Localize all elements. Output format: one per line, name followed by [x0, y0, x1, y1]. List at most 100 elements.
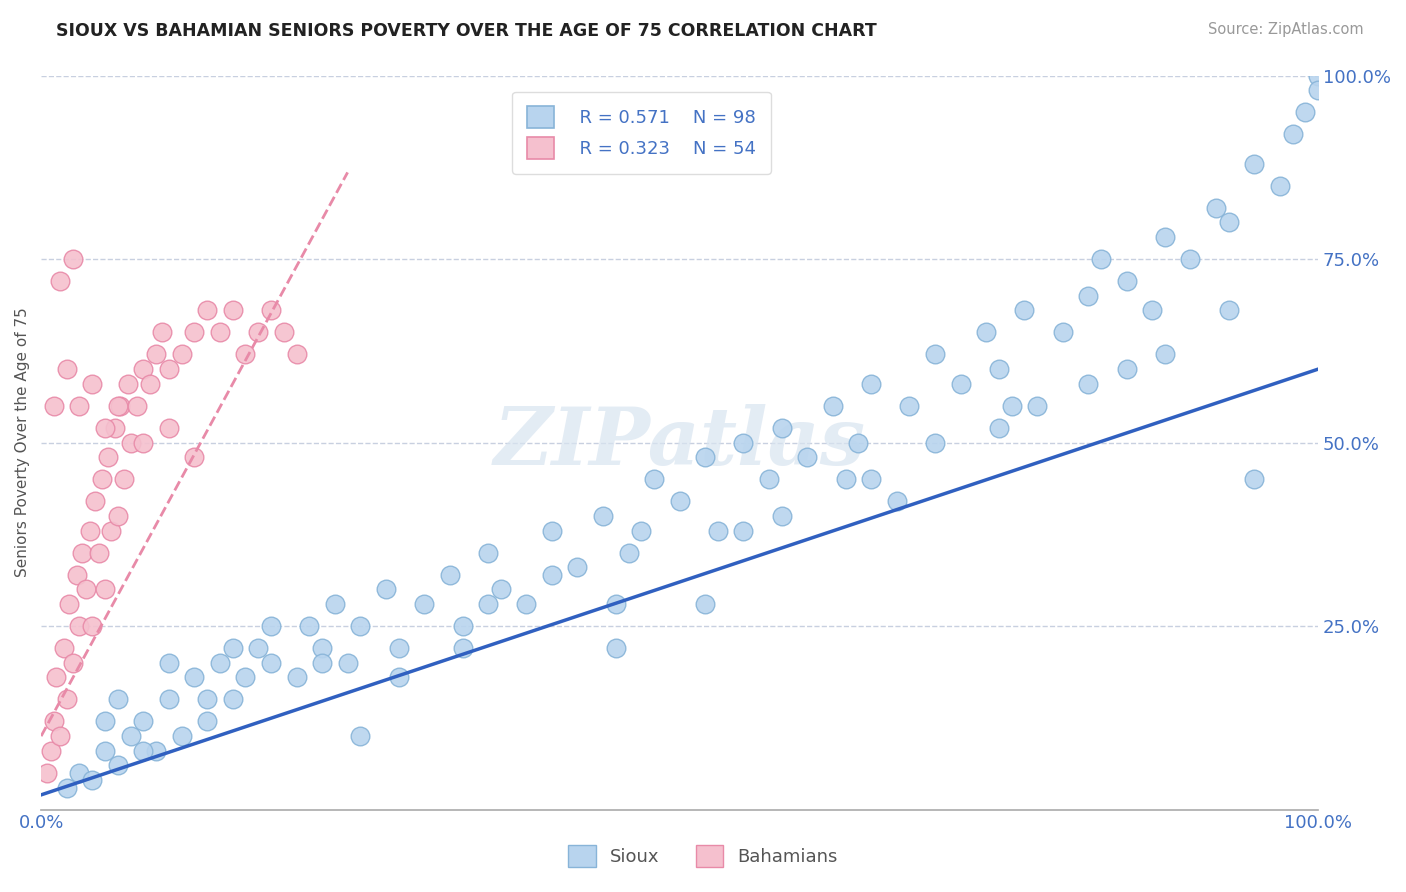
Point	[221, 303, 243, 318]
Point	[860, 376, 883, 391]
Point	[195, 714, 218, 729]
Point	[120, 435, 142, 450]
Point	[58, 597, 80, 611]
Point	[157, 362, 180, 376]
Point	[170, 729, 193, 743]
Point	[82, 619, 104, 633]
Point	[1294, 105, 1316, 120]
Point	[1218, 215, 1240, 229]
Point	[630, 524, 652, 538]
Point	[100, 524, 122, 538]
Point	[75, 582, 97, 597]
Point	[145, 744, 167, 758]
Point	[117, 376, 139, 391]
Point	[605, 641, 627, 656]
Point	[195, 303, 218, 318]
Point	[821, 399, 844, 413]
Y-axis label: Seniors Poverty Over the Age of 75: Seniors Poverty Over the Age of 75	[15, 308, 30, 577]
Point	[733, 435, 755, 450]
Point	[104, 421, 127, 435]
Point	[541, 524, 564, 538]
Point	[451, 619, 474, 633]
Point	[82, 773, 104, 788]
Point	[49, 729, 72, 743]
Point	[974, 326, 997, 340]
Point	[987, 421, 1010, 435]
Point	[834, 472, 856, 486]
Legend:   R = 0.571    N = 98,   R = 0.323    N = 54: R = 0.571 N = 98, R = 0.323 N = 54	[512, 92, 770, 174]
Point	[758, 472, 780, 486]
Point	[55, 362, 77, 376]
Point	[107, 692, 129, 706]
Point	[87, 546, 110, 560]
Point	[515, 597, 537, 611]
Point	[285, 670, 308, 684]
Point	[1077, 289, 1099, 303]
Point	[924, 435, 946, 450]
Point	[208, 326, 231, 340]
Point	[311, 641, 333, 656]
Point	[67, 399, 90, 413]
Point	[323, 597, 346, 611]
Point	[1180, 252, 1202, 266]
Point	[770, 421, 793, 435]
Point	[541, 567, 564, 582]
Point	[62, 252, 84, 266]
Point	[157, 421, 180, 435]
Point	[170, 347, 193, 361]
Point	[183, 670, 205, 684]
Point	[707, 524, 730, 538]
Point	[37, 765, 59, 780]
Point	[349, 729, 371, 743]
Point	[1154, 230, 1177, 244]
Point	[132, 744, 155, 758]
Point	[41, 744, 63, 758]
Text: ZIPatlas: ZIPatlas	[494, 404, 866, 482]
Point	[605, 597, 627, 611]
Point	[1014, 303, 1036, 318]
Point	[477, 597, 499, 611]
Point	[860, 472, 883, 486]
Point	[668, 494, 690, 508]
Point	[132, 435, 155, 450]
Point	[235, 347, 257, 361]
Point	[898, 399, 921, 413]
Point	[247, 641, 270, 656]
Point	[107, 758, 129, 772]
Point	[1001, 399, 1024, 413]
Point	[55, 692, 77, 706]
Point	[1154, 347, 1177, 361]
Point	[567, 560, 589, 574]
Point	[311, 656, 333, 670]
Point	[439, 567, 461, 582]
Point	[260, 619, 283, 633]
Point	[247, 326, 270, 340]
Point	[67, 619, 90, 633]
Point	[110, 399, 132, 413]
Point	[949, 376, 972, 391]
Point	[770, 508, 793, 523]
Legend: Sioux, Bahamians: Sioux, Bahamians	[561, 838, 845, 874]
Point	[1077, 376, 1099, 391]
Point	[1205, 201, 1227, 215]
Point	[388, 670, 411, 684]
Point	[107, 508, 129, 523]
Point	[70, 546, 93, 560]
Point	[886, 494, 908, 508]
Point	[1243, 156, 1265, 170]
Point	[132, 714, 155, 729]
Point	[235, 670, 257, 684]
Point	[195, 692, 218, 706]
Point	[388, 641, 411, 656]
Point	[733, 524, 755, 538]
Text: SIOUX VS BAHAMIAN SENIORS POVERTY OVER THE AGE OF 75 CORRELATION CHART: SIOUX VS BAHAMIAN SENIORS POVERTY OVER T…	[56, 22, 877, 40]
Point	[94, 714, 117, 729]
Point	[695, 597, 717, 611]
Point	[796, 450, 818, 465]
Point	[273, 326, 295, 340]
Point	[120, 729, 142, 743]
Point	[413, 597, 436, 611]
Point	[145, 347, 167, 361]
Point	[183, 326, 205, 340]
Point	[221, 692, 243, 706]
